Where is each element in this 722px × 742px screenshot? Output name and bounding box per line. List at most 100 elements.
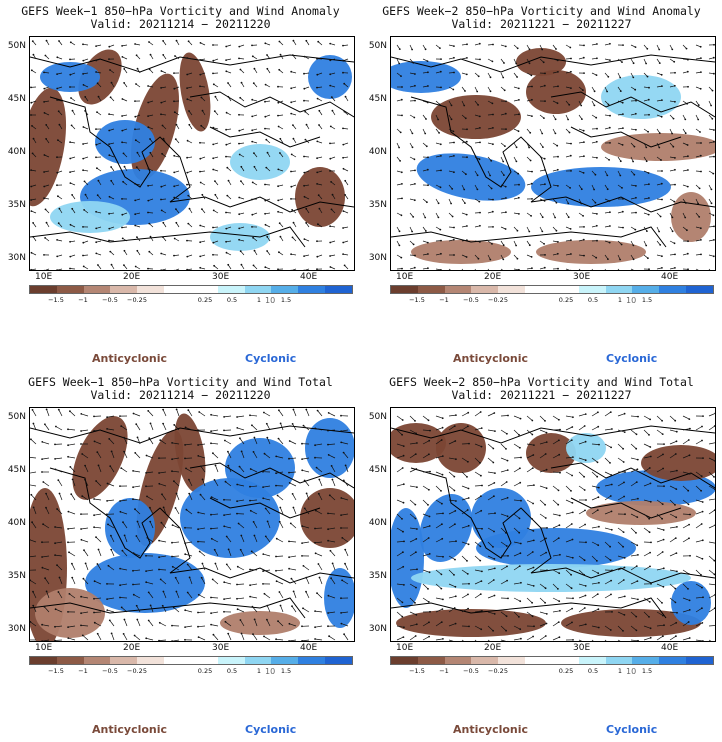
coastline (49, 96, 354, 213)
colorbar-tick-label: −1.5 (48, 296, 64, 304)
colorbar-cell (444, 286, 472, 293)
colorbar-cell (525, 286, 552, 293)
latitude-label: 30N (368, 253, 387, 263)
colorbar-exponent: 10 (265, 296, 276, 305)
colorbar-cell (56, 286, 84, 293)
panel-title: GEFS Week−1 850−hPa Vorticity and Wind A… (21, 4, 340, 18)
legend-cyclonic: Cyclonic (245, 723, 297, 736)
legend-cyclonic: Cyclonic (606, 352, 658, 365)
latitude-label: 40N (368, 147, 387, 157)
colorbar-cell (686, 657, 713, 664)
colorbar-cell (632, 286, 660, 293)
latitude-label: 50N (7, 412, 26, 422)
legend-anticyclonic: Anticyclonic (453, 352, 529, 365)
colorbar-tick-label: 0.25 (197, 296, 213, 304)
colorbar-cell (498, 286, 526, 293)
longitude-label: 10E (396, 272, 414, 282)
vorticity-shading (35, 588, 105, 638)
vorticity-shading (411, 564, 691, 592)
panel-valid-dates: Valid: 20211221 − 20211227 (451, 388, 632, 402)
wind-vectors (396, 42, 715, 270)
colorbar-cell (578, 286, 606, 293)
colorbar-cell (578, 657, 606, 664)
vorticity-shading (396, 609, 546, 637)
colorbar-cell (164, 286, 191, 293)
latitude-label: 35N (368, 200, 387, 210)
legend-anticyclonic: Anticyclonic (92, 723, 168, 736)
wind-vectors (30, 39, 349, 270)
colorbar-tick-label: 1 (256, 667, 262, 675)
vorticity-shading (536, 240, 646, 264)
colorbar-tick-label: 0.25 (197, 667, 213, 675)
vorticity-shading (220, 611, 300, 635)
vorticity-shading (40, 62, 100, 92)
colorbar-cell (686, 286, 713, 293)
colorbar-tick-label: −1.5 (48, 667, 64, 675)
colorbar-tick-label: −0.5 (102, 667, 118, 675)
vorticity-shading (225, 438, 295, 498)
panel-valid-dates: Valid: 20211221 − 20211227 (451, 17, 632, 31)
latitude-label: 40N (7, 147, 26, 157)
colorbar-cell (551, 286, 579, 293)
vorticity-field (391, 411, 715, 641)
vorticity-shading (476, 528, 636, 568)
colorbar-tick-label: 0.5 (587, 667, 599, 675)
vorticity-shading (436, 423, 486, 473)
vorticity-shading (72, 416, 128, 500)
vorticity-shading (308, 55, 352, 99)
colorbar-tick-label: −0.25 (488, 667, 508, 675)
vorticity-shading (561, 609, 701, 637)
latitude-label: 30N (368, 624, 387, 634)
legend-cyclonic: Cyclonic (245, 352, 297, 365)
latitude-label: 40N (7, 518, 26, 528)
longitude-label: 30E (212, 643, 230, 653)
map-panel-week2-total: GEFS Week−2 850−hPa Vorticity and Wind T… (361, 371, 722, 742)
vorticity-shading (230, 144, 290, 180)
latitude-label: 45N (368, 465, 387, 475)
legend-cyclonic: Cyclonic (606, 723, 658, 736)
colorbar-cell (325, 286, 352, 293)
map-panel-week1-total: GEFS Week−1 850−hPa Vorticity and Wind T… (0, 371, 361, 742)
colorbar-tick-label: 1 (617, 296, 623, 304)
vorticity-shading (30, 87, 67, 207)
colorbar-tick-label: 1 (617, 667, 623, 675)
coastline (189, 462, 354, 489)
vorticity-shading (174, 413, 206, 493)
longitude-label: 30E (573, 643, 591, 653)
longitude-label: 20E (484, 272, 502, 282)
coastline (30, 425, 354, 444)
colorbar-tick-label: −1.5 (409, 667, 425, 675)
panel-title: GEFS Week−2 850−hPa Vorticity and Wind T… (389, 375, 694, 389)
coastline (30, 226, 306, 248)
colorbar-cell (190, 286, 218, 293)
map-plot (390, 407, 716, 642)
colorbar-exponent: 10 (626, 667, 637, 676)
colorbar-cell (190, 657, 218, 664)
vorticity-shading (391, 423, 446, 463)
colorbar-cell (56, 657, 84, 664)
colorbar (390, 656, 714, 665)
map-panel-week2-anomaly: GEFS Week−2 850−hPa Vorticity and Wind A… (361, 0, 722, 371)
coastline (391, 425, 715, 444)
colorbar-tick-label: 1.5 (641, 667, 653, 675)
map-plot (29, 407, 355, 642)
longitude-label: 20E (123, 643, 141, 653)
colorbar-tick-label: −1 (439, 296, 449, 304)
coastline (550, 91, 715, 118)
colorbar-tick-label: 1 (256, 296, 262, 304)
vorticity-shading (50, 201, 130, 233)
colorbar-tick-label: 1.5 (280, 296, 292, 304)
colorbar-cell (298, 286, 326, 293)
colorbar-tick-label: −0.25 (488, 296, 508, 304)
longitude-label: 30E (573, 272, 591, 282)
coastline (209, 126, 321, 148)
coastline (570, 497, 682, 519)
colorbar-tick-label: −0.5 (102, 296, 118, 304)
vorticity-shading (671, 192, 711, 242)
coastline (550, 462, 715, 489)
colorbar-cell (244, 657, 272, 664)
vorticity-shading (601, 75, 681, 119)
coastline (391, 54, 715, 73)
colorbar-tick-label: 0.25 (558, 667, 574, 675)
colorbar-tick-label: −0.5 (463, 296, 479, 304)
